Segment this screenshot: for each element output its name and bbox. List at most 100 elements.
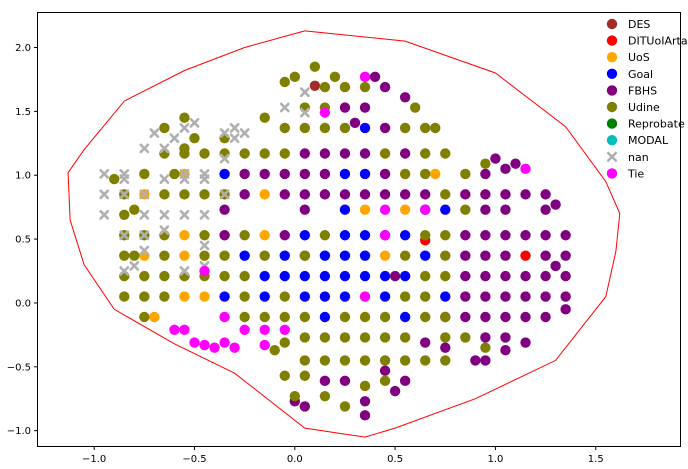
point-udine-18 <box>159 270 170 282</box>
point-nan-32 <box>179 266 190 276</box>
point-fbhs-67 <box>540 291 551 302</box>
x-axis: −1.0 −0.5 0.0 0.5 1.0 1.5 <box>82 446 604 465</box>
point-udine-105 <box>329 71 341 83</box>
point-fbhs-3 <box>239 189 250 200</box>
point-fbhs-83 <box>379 365 391 376</box>
point-fbhs-34 <box>460 291 471 302</box>
point-fbhs-59 <box>520 291 531 302</box>
point-udine-35 <box>239 148 250 159</box>
point-udine-28 <box>199 230 210 241</box>
point-fbhs-33 <box>460 270 471 282</box>
point-tie-5 <box>219 337 230 348</box>
point-udine-13 <box>139 311 150 323</box>
point-udine-113 <box>279 370 290 381</box>
point-fbhs-77 <box>510 158 521 169</box>
point-goal-34 <box>399 311 411 323</box>
point-udine-66 <box>359 311 371 323</box>
point-fbhs-35 <box>460 311 471 323</box>
point-goal-11 <box>319 270 331 282</box>
point-fbhs-41 <box>480 270 491 282</box>
point-fbhs-31 <box>460 230 471 241</box>
point-tie-11 <box>219 311 230 323</box>
point-nan-29 <box>99 169 110 179</box>
point-nan-6 <box>139 245 150 256</box>
point-fbhs-38 <box>480 204 491 215</box>
point-tie-18 <box>520 163 531 175</box>
point-nan-22 <box>229 123 240 133</box>
point-nan-17 <box>199 209 210 220</box>
point-nan-23 <box>219 153 230 164</box>
point-udine-6 <box>119 291 130 302</box>
plot-frame <box>37 12 681 447</box>
point-udine-89 <box>440 230 451 241</box>
point-tie-10 <box>199 265 210 277</box>
legend-label: DITUoIArta <box>628 35 688 48</box>
point-fbhs-71 <box>560 270 571 282</box>
hull-boundary <box>67 30 621 438</box>
point-udine-107 <box>339 81 351 93</box>
point-udine-39 <box>239 311 250 323</box>
y-tick-label: 1.0 <box>15 171 31 182</box>
point-fbhs-30 <box>460 189 471 200</box>
point-fbhs-76 <box>490 153 501 164</box>
legend-label: Tie <box>627 167 644 180</box>
legend-label: FBHS <box>628 84 657 97</box>
point-nan-35 <box>299 107 310 118</box>
point-udine-117 <box>189 132 200 144</box>
point-udine-112 <box>289 390 300 402</box>
legend-item-reprobate: Reprobate <box>606 118 685 131</box>
point-udine-45 <box>279 122 290 134</box>
point-goal-18 <box>339 230 351 241</box>
y-tick-label: 0.0 <box>15 298 31 309</box>
point-udine-76 <box>399 291 411 302</box>
point-udine-69 <box>379 148 391 159</box>
point-udine-93 <box>440 332 451 343</box>
point-udine-44 <box>279 148 290 159</box>
point-udine-92 <box>440 311 451 323</box>
point-fbhs-57 <box>520 230 531 241</box>
point-udine-11 <box>139 270 150 282</box>
point-fbhs-17 <box>359 148 371 159</box>
y-tick-label: 0.5 <box>15 235 31 246</box>
point-fbhs-60 <box>520 311 531 323</box>
point-fbhs-68 <box>540 311 551 323</box>
point-goal-17 <box>339 291 351 302</box>
point-udine-67 <box>359 332 371 343</box>
point-goal-23 <box>359 230 371 241</box>
y-tick-label: 2.0 <box>15 43 31 54</box>
point-fbhs-18 <box>359 189 371 200</box>
point-nan-39 <box>179 169 190 179</box>
point-fbhs-78 <box>319 375 331 387</box>
point-udine-95 <box>460 168 471 180</box>
point-tie-8 <box>259 324 270 335</box>
point-nan-14 <box>179 209 190 220</box>
point-goal-12 <box>319 291 331 302</box>
point-fbhs-54 <box>500 332 511 343</box>
point-tie-6 <box>229 342 240 353</box>
point-udine-81 <box>420 168 431 180</box>
point-udine-48 <box>279 337 290 348</box>
point-fbhs-75 <box>550 260 561 272</box>
point-fbhs-47 <box>500 189 511 200</box>
point-uos-11 <box>359 204 371 215</box>
point-udine-47 <box>279 311 290 323</box>
point-udine-26 <box>199 148 210 159</box>
point-fbhs-48 <box>500 204 511 215</box>
point-dituoiarta-1 <box>520 250 531 261</box>
y-tick-label: 1.5 <box>15 107 31 118</box>
point-fbhs-69 <box>560 230 571 241</box>
point-nan-20 <box>199 169 210 179</box>
point-fbhs-55 <box>500 345 511 356</box>
x-tick-label: 1.5 <box>588 454 604 465</box>
point-goal-10 <box>319 250 331 261</box>
point-uos-12 <box>379 250 391 261</box>
point-fbhs-42 <box>480 291 491 302</box>
point-fbhs-37 <box>480 189 491 200</box>
legend-item-fbhs: FBHS <box>606 84 657 97</box>
legend-marker <box>606 35 618 46</box>
point-nan-37 <box>159 143 170 154</box>
point-fbhs-0 <box>219 204 230 215</box>
point-udine-87 <box>440 148 451 159</box>
point-fbhs-81 <box>359 410 371 421</box>
point-udine-33 <box>219 250 230 261</box>
